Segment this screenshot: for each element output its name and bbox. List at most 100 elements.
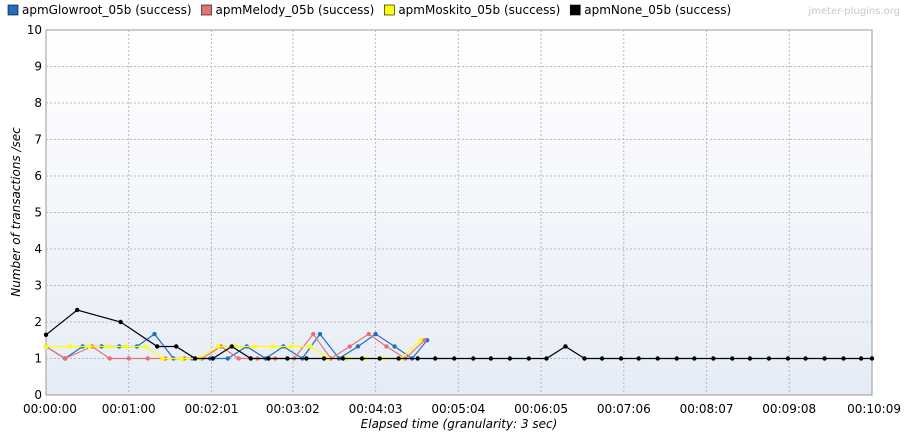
y-tick-label: 0 [34, 388, 42, 402]
data-point [160, 356, 165, 361]
data-point [216, 344, 221, 349]
legend-swatch [7, 4, 19, 16]
data-point [526, 356, 532, 361]
x-tick-label: 00:05:04 [431, 402, 485, 416]
x-tick-label: 00:06:05 [514, 402, 568, 416]
data-point [618, 356, 624, 361]
data-point [236, 356, 241, 361]
y-tick-label: 7 [34, 133, 42, 147]
data-point [858, 356, 864, 361]
data-point [422, 338, 427, 343]
data-point [418, 338, 423, 343]
legend-label: apmGlowroot_05b (success) [22, 3, 192, 17]
x-tick-label: 00:00:00 [23, 402, 77, 416]
x-tick-label: 00:04:03 [349, 402, 403, 416]
data-point [803, 356, 808, 361]
data-point [785, 356, 791, 361]
data-point [582, 356, 587, 361]
data-point [270, 344, 275, 349]
series-layer [43, 307, 875, 361]
data-point [308, 344, 313, 349]
data-point [87, 344, 92, 349]
x-tick-label: 00:08:07 [680, 402, 734, 416]
data-point [488, 356, 494, 361]
data-point [433, 356, 438, 361]
legend-swatch [201, 4, 212, 16]
data-point [747, 356, 753, 361]
data-point [225, 356, 230, 361]
data-point [142, 344, 148, 349]
data-point [692, 356, 697, 361]
data-point [233, 344, 239, 349]
legend-swatch [569, 4, 581, 16]
data-point [179, 356, 184, 361]
data-point [471, 356, 476, 361]
x-tick-label: 00:02:01 [185, 402, 239, 416]
data-point [563, 344, 568, 349]
data-point [366, 331, 372, 337]
data-point [359, 356, 365, 361]
x-axis-label: Elapsed time (granularity: 3 sec) [361, 417, 558, 431]
data-point [674, 356, 679, 361]
data-point [104, 344, 110, 349]
y-tick-label: 5 [34, 206, 42, 220]
data-point [192, 356, 198, 361]
data-point [74, 307, 80, 313]
data-point [730, 356, 735, 361]
data-point [384, 344, 389, 349]
data-point [310, 331, 316, 337]
data-point [229, 344, 235, 349]
y-axis-label: Number of transactions /sec [9, 127, 23, 297]
legend: apmGlowroot_05b (success) apmMelody_05b (… [7, 3, 731, 17]
series-4 [43, 307, 875, 361]
data-point [355, 344, 361, 349]
y-tick-label: 9 [34, 60, 42, 74]
data-point [452, 356, 457, 361]
data-point [340, 356, 346, 361]
data-point [415, 356, 420, 361]
data-point [392, 344, 397, 349]
data-point [841, 356, 846, 361]
data-point [636, 356, 641, 361]
y-tick-label: 6 [34, 169, 42, 183]
data-point [321, 356, 327, 361]
data-point [145, 356, 150, 361]
watermark: jmeter-plugins.org [807, 6, 900, 17]
legend-label: apmMelody_05b (success) [216, 3, 375, 17]
data-point [711, 356, 716, 361]
data-point [347, 344, 353, 349]
x-tick-label: 00:03:02 [266, 402, 320, 416]
data-point [210, 356, 216, 361]
data-point [43, 332, 49, 337]
data-point [174, 344, 179, 349]
data-point [396, 356, 401, 361]
data-point [152, 331, 157, 337]
y-tick-label: 2 [34, 315, 42, 329]
data-point [655, 356, 660, 361]
data-point [377, 356, 382, 361]
data-point [373, 331, 378, 337]
y-tick-label: 8 [34, 96, 42, 110]
data-point [118, 319, 123, 325]
legend-swatch [384, 4, 395, 16]
data-point [107, 356, 112, 361]
x-tick-label: 00:07:06 [597, 402, 651, 416]
y-tick-label: 4 [34, 242, 42, 256]
data-point [123, 344, 129, 349]
data-point [43, 344, 49, 349]
y-tick-label: 3 [34, 279, 42, 293]
data-point [822, 356, 827, 361]
data-point [285, 356, 290, 361]
data-point [869, 356, 875, 361]
data-point [266, 356, 271, 361]
data-point [544, 356, 549, 361]
data-point [126, 356, 131, 361]
data-point [304, 356, 309, 361]
legend-label: apmMoskito_05b (success) [398, 3, 560, 17]
y-tick-label: 10 [27, 23, 42, 37]
legend-label: apmNone_05b (success) [584, 3, 731, 17]
axes: 0 1 2 3 4 5 6 7 8 9 10 00:00:00 00:01:00 00:02:01 00:0… [23, 23, 901, 416]
data-point [68, 344, 73, 349]
